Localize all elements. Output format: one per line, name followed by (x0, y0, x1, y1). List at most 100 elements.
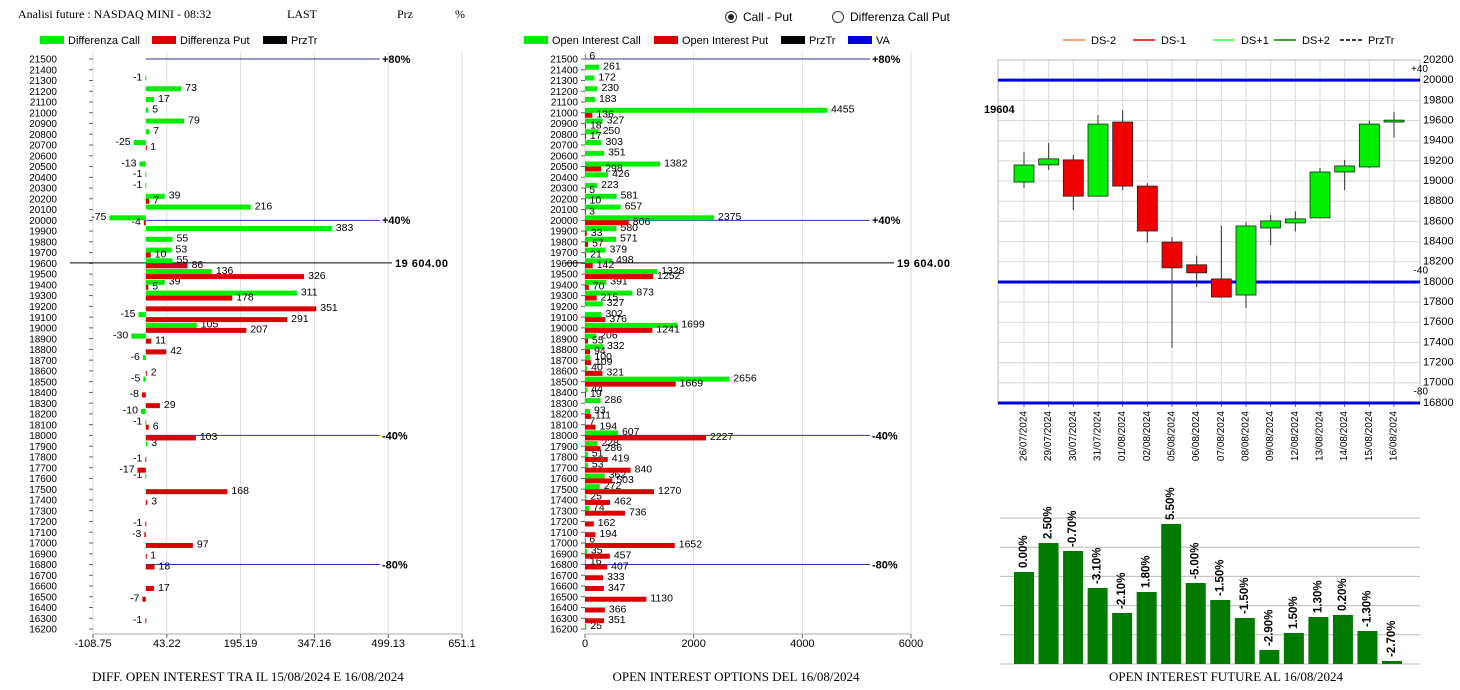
y-tick-label: 20400 (550, 173, 578, 184)
x-tick-label: 08/08/2024 (1241, 411, 1252, 461)
y-tick-label: 20300 (29, 184, 57, 195)
bar (145, 306, 317, 312)
value-label: 351 (608, 147, 626, 159)
candle-body (1161, 241, 1183, 269)
y-tick-label: 16600 (29, 582, 57, 593)
y-tick-label: 18400 (29, 388, 57, 399)
y-tick-label: 17300 (29, 506, 57, 517)
value-label: 302 (605, 308, 623, 320)
bar (585, 564, 608, 570)
bar (145, 489, 228, 495)
y-tick-label: 21300 (29, 76, 57, 87)
bar (1210, 600, 1231, 664)
bar-annotation: -5.00% (1190, 543, 1202, 579)
y-tick-label: 18400 (550, 388, 578, 399)
bar (145, 247, 172, 253)
bar (143, 220, 146, 226)
value-label: 51 (592, 448, 604, 460)
value-label: 55 (177, 254, 189, 266)
y-tick-label: 21400 (29, 65, 57, 76)
bar (140, 408, 146, 414)
bar (145, 263, 188, 269)
y-tick-label: 19400 (1423, 135, 1454, 147)
bar (585, 123, 586, 129)
bar (109, 215, 146, 221)
bar (145, 564, 155, 570)
bar (585, 532, 596, 538)
value-label: -1 (133, 179, 142, 191)
bar (585, 392, 587, 398)
bar (585, 64, 600, 70)
y-tick-label: 19000 (550, 324, 578, 335)
value-label: 25 (590, 491, 602, 503)
bar (585, 327, 653, 333)
y-tick-label: 20100 (29, 205, 57, 216)
bar (145, 198, 150, 204)
value-label: 426 (612, 168, 630, 180)
radio-label[interactable]: Call - Put (743, 10, 793, 24)
bar (585, 510, 625, 516)
y-tick-label: 20200 (29, 194, 57, 205)
bar (144, 532, 146, 538)
x-tick-label: 499.13 (371, 638, 405, 650)
reference-label: +40% (382, 215, 411, 227)
bar (1283, 633, 1304, 664)
value-label: 571 (620, 233, 638, 245)
bar (142, 596, 146, 602)
bar (585, 585, 604, 591)
radio-label[interactable]: Differenza Call Put (850, 10, 950, 24)
value-label: 53 (176, 243, 188, 255)
value-label: 17 (158, 582, 170, 594)
reference-label: -80 (1414, 387, 1429, 398)
y-tick-label: 21400 (550, 65, 578, 76)
candle-body (1334, 165, 1356, 173)
bar (585, 462, 588, 468)
bar (585, 478, 613, 484)
reference-label: -40% (872, 430, 898, 442)
y-tick-label: 18500 (550, 377, 578, 388)
y-tick-label: 21200 (29, 87, 57, 98)
radio-button[interactable] (832, 11, 844, 23)
bar (145, 226, 332, 232)
bar (585, 338, 588, 344)
value-label: 178 (236, 291, 254, 303)
bar (585, 226, 617, 232)
value-label: 44 (591, 383, 603, 395)
value-label: 111 (595, 410, 611, 422)
value-label: 5 (152, 104, 158, 116)
candle-body (1210, 278, 1232, 298)
value-label: 366 (609, 603, 627, 615)
radio-dot (728, 14, 734, 20)
y-tick-label: 20400 (29, 173, 57, 184)
value-label: 1699 (681, 319, 705, 331)
y-tick-label: 18100 (29, 420, 57, 431)
candle-body (1186, 264, 1208, 274)
x-tick-label: 347.16 (298, 638, 332, 650)
bar (585, 252, 587, 258)
y-tick-label: 16600 (550, 582, 578, 593)
y-tick-label: 18000 (550, 431, 578, 442)
value-label: 74 (593, 501, 605, 513)
bar (145, 75, 147, 81)
x-tick-label: 02/08/2024 (1142, 411, 1153, 461)
value-label: -13 (121, 157, 136, 169)
y-tick-label: 16400 (550, 603, 578, 614)
value-label: 383 (336, 222, 354, 234)
value-label: 462 (614, 496, 632, 508)
bar (143, 376, 146, 382)
value-label: 194 (600, 528, 618, 540)
bar (145, 456, 147, 462)
bar (585, 269, 658, 275)
candle-body (1112, 121, 1134, 187)
bar (585, 301, 603, 307)
bar (1087, 588, 1108, 664)
bar (585, 236, 617, 242)
bar-annotation: -2.90% (1263, 610, 1275, 646)
bar (145, 441, 148, 447)
y-tick-label: 20000 (550, 216, 578, 227)
y-tick-label: 18700 (29, 356, 57, 367)
value-label: 1669 (680, 377, 704, 389)
y-tick-label: 20800 (29, 130, 57, 141)
value-label: 29 (164, 399, 176, 411)
bar (145, 279, 165, 285)
